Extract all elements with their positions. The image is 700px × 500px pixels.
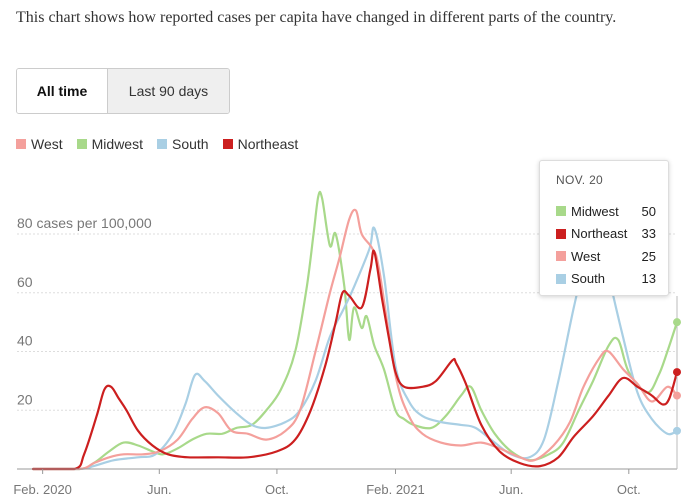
legend-item-west: West xyxy=(16,136,63,152)
toggle-all-time-button[interactable]: All time xyxy=(17,69,107,113)
legend-label-midwest: Midwest xyxy=(91,136,143,152)
tooltip-swatch-west xyxy=(556,251,566,262)
line-layer xyxy=(31,190,679,471)
legend-swatch-northeast xyxy=(222,139,233,149)
tooltip-row-south: South 13 xyxy=(556,268,656,291)
hover-tooltip: NOV. 20 Midwest 50 Northeast 33 West 25 … xyxy=(539,160,669,296)
x-tick-label-2021-02-01: Feb. 2021 xyxy=(366,482,425,497)
legend-item-northeast: Northeast xyxy=(222,136,299,152)
endpoint-marker-northeast xyxy=(673,368,681,377)
legend-swatch-midwest xyxy=(76,139,87,149)
tooltip-name-west: West xyxy=(571,248,601,264)
tooltip-value-south: 13 xyxy=(641,271,656,287)
toggle-last-90-days-button[interactable]: Last 90 days xyxy=(107,69,229,113)
legend-label-west: West xyxy=(31,136,63,152)
x-tick-label-2020-02-01: Feb. 2020 xyxy=(13,482,72,497)
legend-label-northeast: Northeast xyxy=(237,136,299,152)
tooltip-row-midwest: Midwest 50 xyxy=(556,200,656,223)
time-range-toggle: All time Last 90 days xyxy=(16,68,230,114)
tooltip-name-northeast: Northeast xyxy=(571,226,628,242)
chart-legend: West Midwest South Northeast xyxy=(16,136,298,152)
x-tick-label-2020-10-01: Oct. xyxy=(265,482,289,497)
x-tick-label-2021-06-01: Jun. xyxy=(499,482,524,497)
y-tick-label-40: 40 xyxy=(17,333,33,349)
x-tick-label-2021-10-01: Oct. xyxy=(617,482,641,497)
legend-swatch-west xyxy=(16,139,26,149)
axis-layer: 20 40 60 80 cases per 100,000 Feb. 2020 Jun. O… xyxy=(13,215,677,497)
legend-label-south: South xyxy=(172,136,209,152)
tooltip-name-midwest: Midwest xyxy=(571,203,619,219)
x-tick-label-2020-06-01: Jun. xyxy=(147,482,172,497)
legend-item-midwest: Midwest xyxy=(76,136,143,152)
y-tick-label-60: 60 xyxy=(17,274,33,290)
tooltip-value-midwest: 50 xyxy=(641,203,656,219)
intro-text: This chart shows how reported cases per … xyxy=(16,9,617,26)
tooltip-swatch-northeast xyxy=(556,228,566,239)
endpoint-marker-south xyxy=(673,426,681,435)
y-axis-label: 80 cases per 100,000 xyxy=(17,215,152,231)
tooltip-row-northeast: Northeast 33 xyxy=(556,223,656,246)
tooltip-value-northeast: 33 xyxy=(641,226,656,242)
legend-item-south: South xyxy=(157,136,209,152)
tooltip-swatch-south xyxy=(556,273,566,284)
tooltip-row-west: West 25 xyxy=(556,245,656,268)
legend-swatch-south xyxy=(157,139,167,149)
series-line-midwest xyxy=(31,190,679,471)
tooltip-date: NOV. 20 xyxy=(556,173,604,187)
marker-layer xyxy=(673,296,681,469)
series-line-west xyxy=(31,208,679,471)
tooltip-swatch-midwest xyxy=(556,206,566,217)
series-line-northeast xyxy=(31,249,679,471)
endpoint-marker-midwest xyxy=(673,318,681,327)
y-tick-label-20: 20 xyxy=(17,391,33,407)
tooltip-name-south: South xyxy=(571,271,605,287)
endpoint-marker-west xyxy=(673,391,681,400)
tooltip-value-west: 25 xyxy=(641,248,656,264)
